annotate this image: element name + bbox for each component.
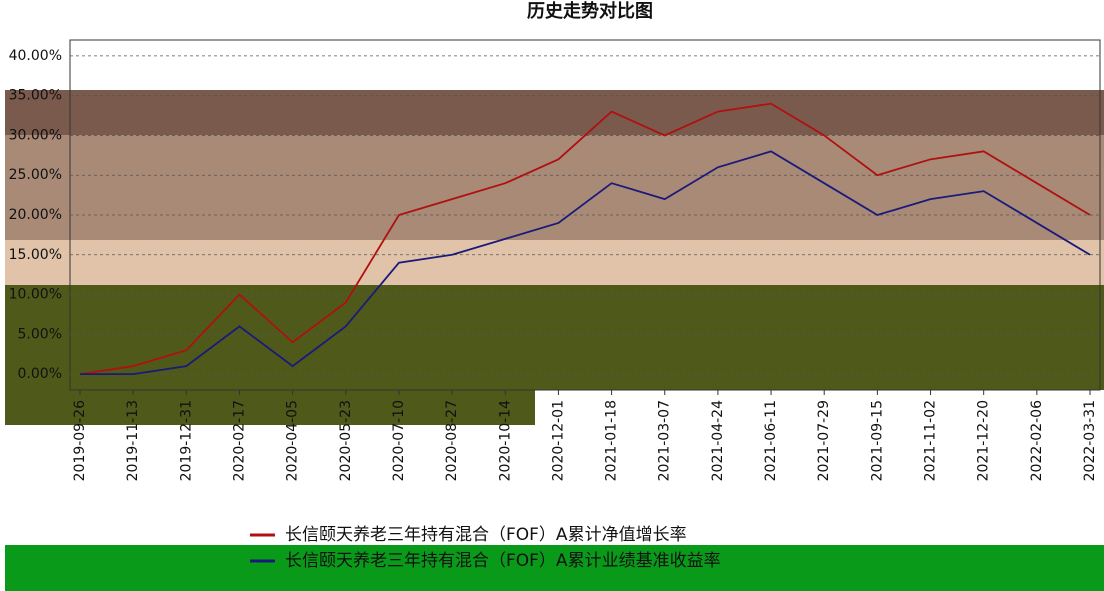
- glitch-band: [5, 90, 1104, 135]
- y-tick-label: 30.00%: [9, 127, 62, 143]
- x-tick-label: 2020-12-01: [550, 400, 566, 481]
- x-tick-label: 2020-10-14: [497, 400, 513, 481]
- y-tick-label: 20.00%: [9, 207, 62, 223]
- x-tick-label: 2019-09-26: [72, 400, 88, 481]
- x-tick-label: 2021-01-18: [604, 400, 620, 481]
- x-tick-label: 2020-04-05: [285, 400, 301, 481]
- y-tick-label: 35.00%: [9, 88, 62, 104]
- glitch-band: [5, 135, 1104, 240]
- x-tick-label: 2020-02-17: [231, 400, 247, 481]
- chart-title: 历史走势对比图: [527, 0, 653, 22]
- x-tick-label: 2020-05-23: [338, 400, 354, 481]
- x-tick-label: 2020-08-27: [444, 400, 460, 481]
- x-tick-label: 2021-04-24: [710, 400, 726, 481]
- glitch-band: [5, 240, 1104, 285]
- legend-label: 长信颐天养老三年持有混合（FOF）A累计业绩基准收益率: [285, 551, 721, 571]
- x-tick-label: 2022-02-06: [1029, 400, 1045, 481]
- x-tick-label: 2022-03-31: [1082, 400, 1098, 481]
- series-line: [79, 102, 1091, 375]
- glitch-band: [5, 285, 535, 425]
- y-tick-label: 25.00%: [9, 167, 62, 183]
- series-line: [80, 150, 1091, 375]
- y-tick-label: 5.00%: [18, 326, 62, 342]
- x-tick-label: 2019-11-13: [125, 400, 141, 481]
- y-tick-label: 15.00%: [9, 247, 62, 263]
- legend-label: 长信颐天养老三年持有混合（FOF）A累计净值增长率: [285, 525, 687, 545]
- glitch-band: [5, 545, 1104, 591]
- x-tick-label: 2019-12-31: [178, 400, 194, 481]
- x-tick-label: 2021-11-02: [923, 400, 939, 481]
- x-tick-label: 2021-12-20: [976, 400, 992, 481]
- x-tick-label: 2021-09-15: [869, 400, 885, 481]
- y-tick-label: 10.00%: [9, 287, 62, 303]
- x-tick-label: 2021-06-11: [763, 400, 779, 481]
- x-tick-label: 2021-07-29: [816, 400, 832, 481]
- glitch-band: [535, 285, 1104, 390]
- y-tick-label: 40.00%: [9, 48, 62, 64]
- x-tick-label: 2020-07-10: [391, 400, 407, 481]
- x-tick-label: 2021-03-07: [657, 400, 673, 481]
- y-tick-label: 0.00%: [18, 366, 62, 382]
